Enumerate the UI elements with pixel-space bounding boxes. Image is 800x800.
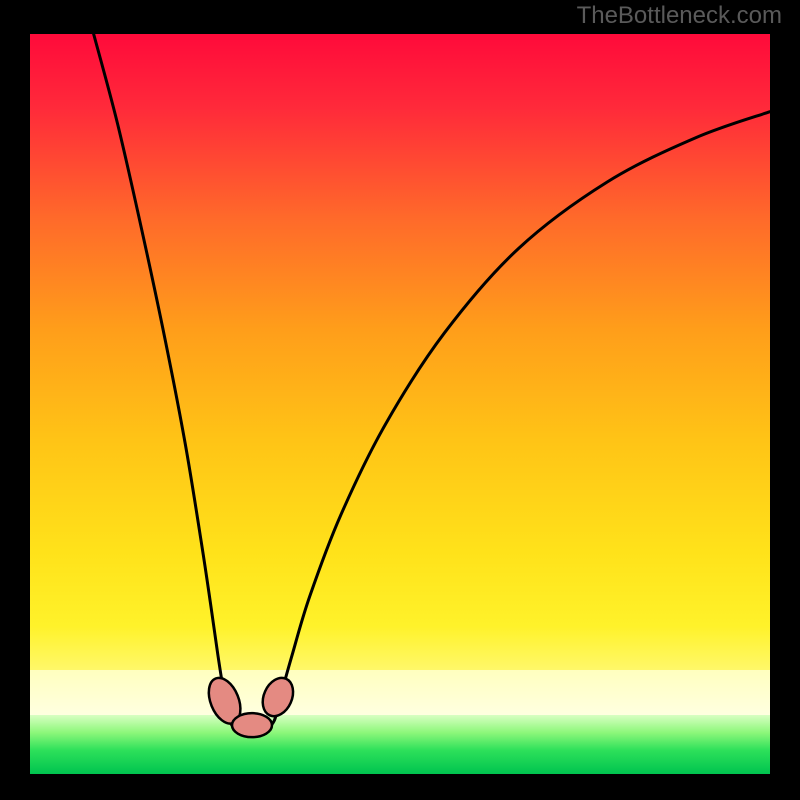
watermark-text: TheBottleneck.com	[577, 2, 782, 30]
bottleneck-curve	[94, 34, 770, 733]
chart-root: { "watermark": { "text": "TheBottleneck.…	[0, 0, 800, 800]
curve-layer	[30, 34, 770, 774]
plot-area	[30, 34, 770, 774]
marker-blob	[232, 713, 272, 737]
marker-blob	[257, 673, 299, 721]
